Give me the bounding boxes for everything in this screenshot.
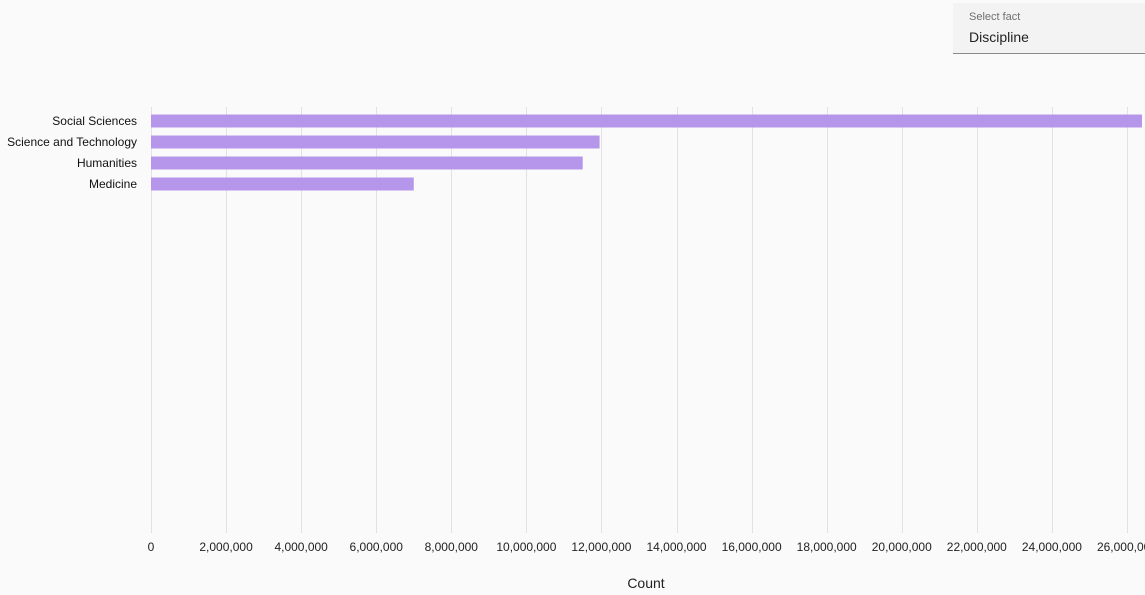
bars — [151, 114, 1142, 191]
x-tick-label: 2,000,000 — [199, 540, 253, 554]
category-label: Social Sciences — [52, 114, 137, 128]
x-axis-ticks: 0 2,000,000 4,000,000 6,000,000 8,000,000 10,… — [148, 540, 1145, 554]
select-fact-value: Discipline — [969, 29, 1029, 45]
x-tick-label: 12,000,000 — [571, 540, 631, 554]
category-label: Science and Technology — [7, 135, 137, 149]
bar[interactable] — [151, 114, 1142, 128]
select-fact-label: Select fact — [969, 11, 1021, 23]
select-fact-dropdown[interactable]: Select fact Discipline — [953, 3, 1145, 54]
x-tick-label: 16,000,000 — [722, 540, 782, 554]
x-tick-label: 4,000,000 — [274, 540, 328, 554]
x-axis-title: Count — [627, 575, 664, 591]
x-tick-label: 24,000,000 — [1022, 540, 1082, 554]
x-tick-label: 8,000,000 — [425, 540, 479, 554]
gridlines — [151, 107, 1128, 533]
category-label: Humanities — [77, 156, 137, 170]
category-label: Medicine — [89, 177, 137, 191]
x-tick-label: 22,000,000 — [947, 540, 1007, 554]
bar[interactable] — [151, 135, 600, 149]
x-tick-label: 18,000,000 — [797, 540, 857, 554]
x-tick-label: 0 — [148, 540, 155, 554]
x-tick-label: 6,000,000 — [350, 540, 404, 554]
bar[interactable] — [151, 177, 414, 191]
bar[interactable] — [151, 156, 583, 170]
x-tick-label: 14,000,000 — [646, 540, 706, 554]
category-labels: Social Sciences Science and Technology Hum… — [7, 114, 137, 191]
x-tick-label: 20,000,000 — [872, 540, 932, 554]
x-tick-label: 26,000,000 — [1097, 540, 1145, 554]
x-tick-label: 10,000,000 — [496, 540, 556, 554]
